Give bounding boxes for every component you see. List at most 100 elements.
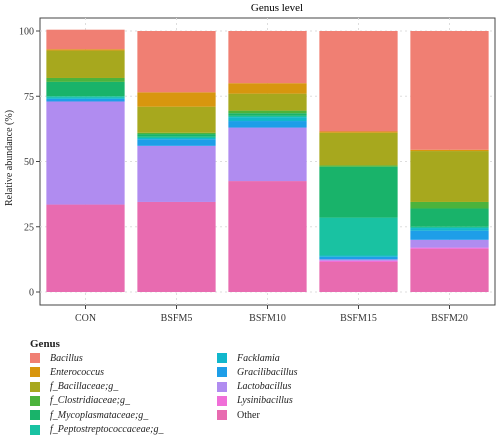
- legend-label: Other: [237, 409, 260, 421]
- legend-item: Lactobacillus: [217, 380, 291, 394]
- bar-segment: [137, 31, 216, 93]
- y-axis: 0 25 50 75 100: [19, 27, 40, 299]
- bar-segment: [319, 260, 398, 262]
- bar-segment: [228, 121, 307, 128]
- bar-segment: [319, 165, 398, 167]
- legend-swatch: [30, 395, 40, 406]
- bar-segment: [46, 97, 125, 99]
- bar-segment: [228, 181, 307, 292]
- y-tick-label: 100: [19, 27, 34, 38]
- bar-segment: [319, 31, 398, 132]
- bar-segment: [137, 92, 216, 107]
- legend-swatch: [217, 410, 227, 421]
- legend-swatch: [217, 353, 227, 363]
- bar-segment: [46, 204, 125, 292]
- bar-segment: [410, 208, 489, 227]
- x-tick-label: BSFM20: [431, 313, 468, 324]
- chart-title: Genus level: [251, 2, 303, 14]
- y-tick-label: 50: [24, 157, 34, 168]
- legend-swatch: [30, 353, 40, 363]
- legend-swatch: [217, 367, 227, 378]
- bar-segment: [319, 255, 398, 257]
- legend-swatch: [30, 424, 40, 435]
- bar-segment: [410, 151, 489, 202]
- bar-segment: [319, 132, 398, 166]
- bar-segment: [319, 217, 398, 256]
- bar-segment: [410, 248, 489, 292]
- legend-item: f_Clostridiaceae;g_: [30, 394, 130, 408]
- bar-segment: [319, 261, 398, 292]
- legend-label: f_Peptostreptococcaceae;g_: [50, 424, 164, 435]
- legend-label: Lysinibacillus: [237, 395, 293, 407]
- bar-segment: [319, 166, 398, 218]
- bar-segment: [46, 101, 125, 205]
- x-tick-label: BSFM10: [249, 313, 286, 324]
- bar-segment: [319, 259, 398, 261]
- bar-segment: [410, 31, 489, 150]
- bar-segment: [137, 132, 216, 135]
- bar-segment: [410, 201, 489, 209]
- bar-segment: [46, 50, 125, 78]
- bar-segment: [137, 201, 216, 292]
- legend-swatch: [30, 367, 40, 378]
- bar-segment: [137, 106, 216, 133]
- bar-segment: [228, 115, 307, 118]
- y-axis-label: Relative abundance (%): [4, 110, 15, 206]
- x-tick-label: BSFM5: [161, 313, 193, 324]
- bar-segment: [410, 247, 489, 249]
- legend-label: f_Mycoplasmataceae;g_: [50, 409, 149, 421]
- legend-item: Other: [217, 408, 260, 422]
- x-axis: CON BSFM5 BSFM10 BSFM15 BSFM20: [75, 305, 468, 324]
- bar-segment: [410, 239, 489, 248]
- stacked-bar-chart: Genus level 0 25 50 75 100 CON BSFM5 BSFM10 BSF…: [4, 2, 496, 324]
- bar-segment: [46, 98, 125, 102]
- legend-label: f_Clostridiaceae;g_: [50, 395, 130, 407]
- x-tick-label: BSFM15: [340, 313, 377, 324]
- bar-segment: [228, 127, 307, 182]
- legend-swatch: [30, 381, 40, 392]
- bar-segment: [46, 77, 125, 82]
- bar-segment: [228, 93, 307, 111]
- legend-label: Enterococcus: [50, 366, 105, 378]
- legend-title: Genus: [30, 338, 60, 350]
- bar-segment: [137, 138, 216, 140]
- legend-item: f_Bacillaceae;g_: [30, 380, 118, 394]
- bar-segment: [228, 83, 307, 94]
- bar-segment: [228, 31, 307, 84]
- legend-swatch: [217, 381, 227, 392]
- bar-segment: [46, 49, 125, 51]
- bar-segment: [410, 228, 489, 231]
- bar-segment: [46, 96, 125, 98]
- legend-label: Lactobacillus: [237, 381, 292, 393]
- legend-label: Facklamia: [237, 352, 280, 364]
- legend-item: f_Mycoplasmataceae;g_: [30, 408, 148, 422]
- legend-item: Enterococcus: [30, 365, 104, 379]
- legend-swatch: [217, 395, 227, 406]
- bar-segment: [410, 149, 489, 152]
- bar-segment: [228, 110, 307, 114]
- y-tick-label: 25: [24, 222, 34, 233]
- bar-segment: [410, 226, 489, 229]
- bar-segment: [319, 131, 398, 133]
- bar-segment: [46, 81, 125, 97]
- y-tick-label: 75: [24, 92, 34, 103]
- legend: Genus Bacillus Enterococcus f_Bacillaceae;…: [22, 338, 492, 435]
- legend-item: Lysinibacillus: [217, 394, 293, 408]
- legend-label: Bacillus: [50, 352, 83, 364]
- plot-area: [39, 17, 496, 306]
- bar-segment: [410, 230, 489, 240]
- y-tick-label: 0: [29, 288, 34, 299]
- legend-label: f_Bacillaceae;g_: [50, 381, 119, 393]
- legend-label: Gracilibacillus: [237, 366, 298, 378]
- bar-segment: [137, 145, 216, 202]
- legend-item: Bacillus: [30, 351, 83, 365]
- bar-segment: [46, 29, 125, 50]
- bar-segment: [319, 256, 398, 260]
- x-tick-label: CON: [75, 313, 96, 324]
- legend-item: Gracilibacillus: [217, 365, 298, 379]
- bar-segment: [137, 139, 216, 146]
- legend-item: Facklamia: [217, 351, 280, 365]
- legend-swatch: [30, 410, 40, 421]
- bar-segment: [137, 134, 216, 137]
- bar-segment: [228, 117, 307, 122]
